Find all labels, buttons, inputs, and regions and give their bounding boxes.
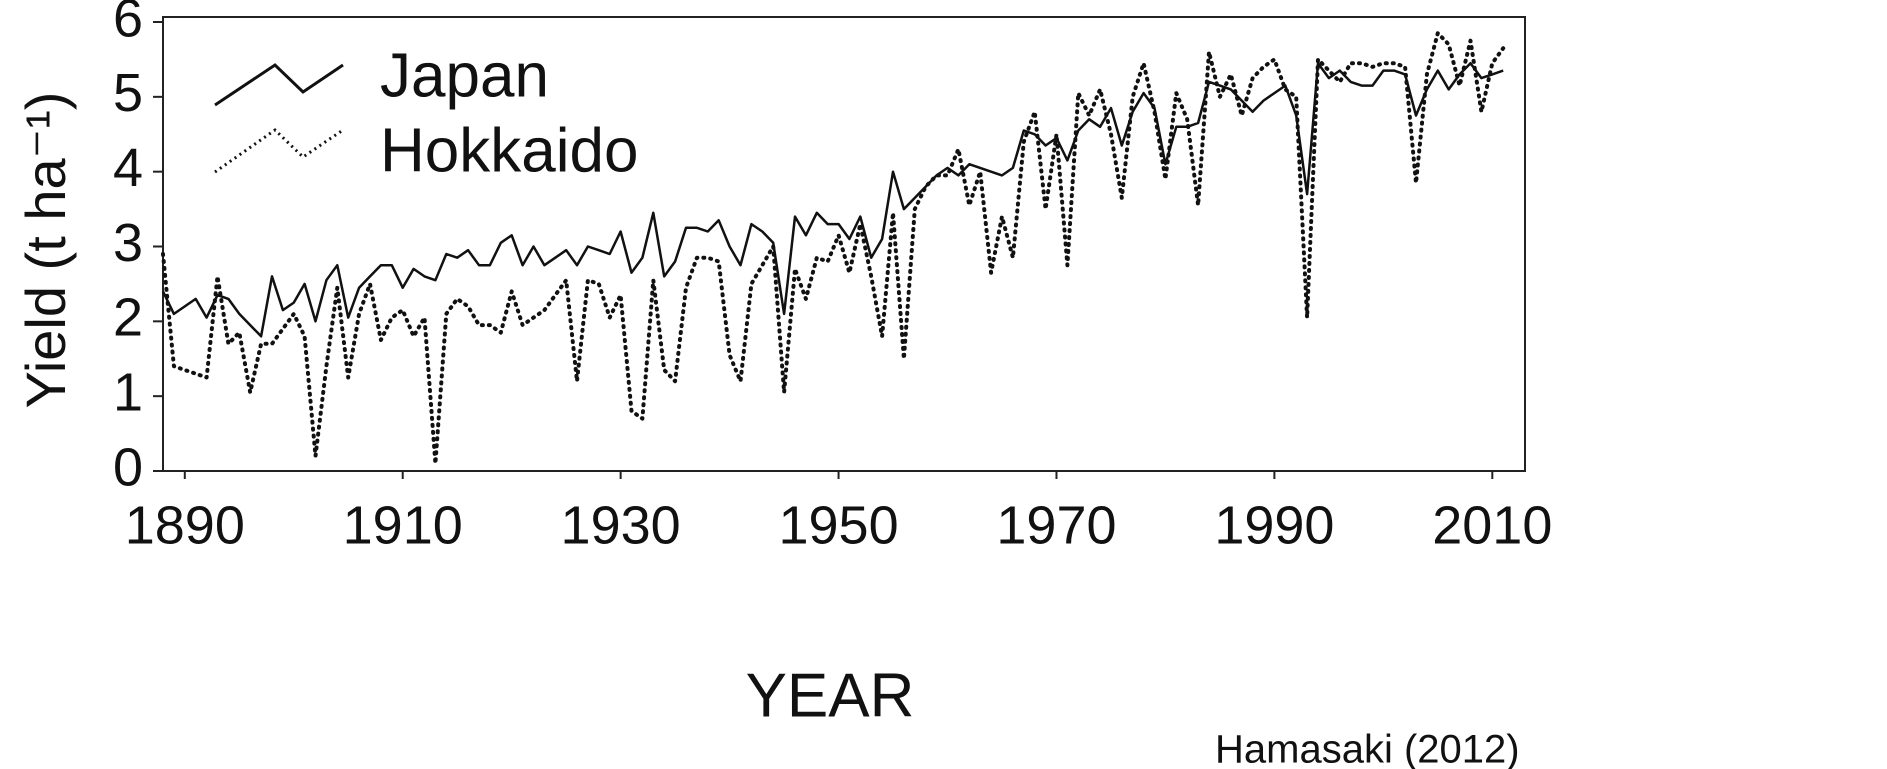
x-tick-label: 1950 (778, 495, 898, 555)
y-tick-label: 6 (113, 0, 143, 48)
y-tick-label: 4 (113, 138, 143, 198)
x-tick-label: 2010 (1432, 495, 1552, 555)
x-tick-label: 1990 (1214, 495, 1334, 555)
y-tick-label: 2 (113, 288, 143, 348)
series-line (161, 31, 1506, 466)
x-tick-label: 1970 (996, 495, 1116, 555)
legend-sample-hokkaido (214, 128, 344, 174)
y-axis-label: Yield (t ha⁻¹) (14, 92, 77, 409)
y-tick-label: 5 (113, 63, 143, 123)
plot-frame (162, 16, 1526, 472)
legend-label: Japan (380, 41, 549, 110)
annotation: Hamasaki (2012) (1215, 728, 1520, 769)
legend-label: Hokkaido (380, 116, 638, 185)
x-tick-label: 1930 (561, 495, 681, 555)
y-tick-label: 3 (113, 213, 143, 273)
legend-sample-japan (214, 63, 344, 107)
y-tick-label: 0 (113, 437, 143, 497)
series-line (161, 61, 1504, 338)
x-axis-label: YEAR (746, 661, 915, 730)
x-tick-label: 1910 (343, 495, 463, 555)
y-tick-label: 1 (113, 362, 143, 422)
x-tick-label: 1890 (125, 495, 245, 555)
